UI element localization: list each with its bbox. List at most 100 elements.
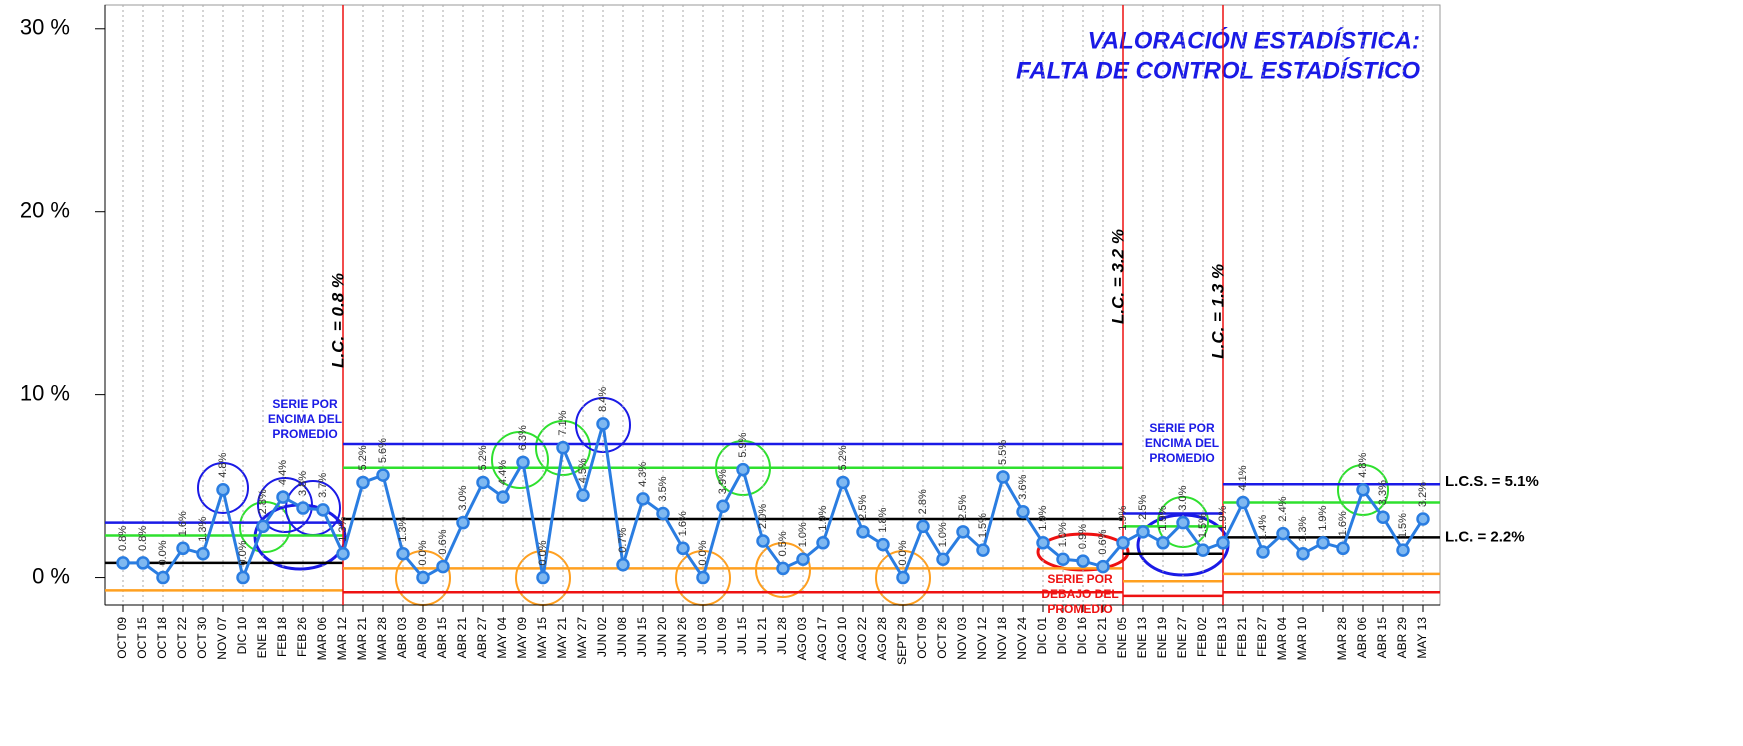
x-tick-label: OCT 22 xyxy=(175,617,189,659)
lc-label: L.C. = 3.2 % xyxy=(1108,229,1127,324)
x-tick-label: JUN 26 xyxy=(675,617,689,657)
x-tick-label: OCT 15 xyxy=(135,617,149,659)
value-label: 1.5% xyxy=(977,513,989,538)
x-tick-label: NOV 18 xyxy=(995,617,1009,660)
value-label: 8.4% xyxy=(597,387,609,412)
x-tick-label: ABR 27 xyxy=(475,617,489,659)
x-tick-label: ENE 18 xyxy=(255,617,269,659)
data-point xyxy=(476,475,490,490)
x-tick-label: ABR 06 xyxy=(1355,617,1369,659)
x-tick-label: JUN 08 xyxy=(615,617,629,657)
lc-label: L.C. = 0.8 % xyxy=(328,273,347,368)
data-point xyxy=(616,558,630,572)
value-label: 2.4% xyxy=(1277,496,1289,521)
value-label: 0.0% xyxy=(417,540,429,565)
data-point xyxy=(1016,504,1030,519)
value-label: 1.9% xyxy=(817,506,829,531)
value-label: 6.3% xyxy=(517,425,529,450)
x-tick-label: DIC 16 xyxy=(1075,617,1089,655)
value-label: 1.0% xyxy=(937,522,949,547)
x-tick-label: ENE 27 xyxy=(1175,617,1189,659)
data-point xyxy=(496,490,510,504)
data-point xyxy=(636,492,650,506)
value-label: 1.6% xyxy=(677,511,689,536)
data-point xyxy=(136,556,150,570)
value-label: 1.4% xyxy=(1257,515,1269,540)
data-point xyxy=(396,547,410,561)
value-label: 1.9% xyxy=(1317,506,1329,531)
x-tick-label: ABR 03 xyxy=(395,617,409,659)
y-tick-label: 10 % xyxy=(20,380,70,405)
value-label: 0.0% xyxy=(157,540,169,565)
value-label: 1.0% xyxy=(1057,522,1069,547)
x-tick-label: JUN 20 xyxy=(655,617,669,657)
data-point xyxy=(156,570,170,585)
circle xyxy=(197,462,249,514)
value-label: 1.6% xyxy=(177,511,189,536)
x-tick-label: OCT 09 xyxy=(915,617,929,659)
value-label: 3.7% xyxy=(317,473,329,498)
x-tick-label: MAY 21 xyxy=(555,617,569,659)
x-tick-label: OCT 18 xyxy=(155,617,169,659)
data-point xyxy=(416,570,430,585)
data-point xyxy=(836,475,850,490)
data-point xyxy=(1036,536,1050,550)
x-tick-label: MAR 12 xyxy=(335,617,349,661)
value-label: 2.5% xyxy=(857,495,869,520)
value-label: 5.6% xyxy=(377,438,389,463)
value-label: 0.0% xyxy=(897,540,909,565)
data-point xyxy=(1236,495,1250,510)
chart-subtitle: FALTA DE CONTROL ESTADÍSTICO xyxy=(1016,56,1420,84)
value-label: 1.3% xyxy=(397,516,409,541)
value-label: 5.2% xyxy=(837,445,849,470)
data-point xyxy=(696,570,710,585)
data-point xyxy=(456,515,470,530)
x-tick-label: JUL 03 xyxy=(695,617,709,655)
data-point xyxy=(296,501,310,515)
data-point xyxy=(736,462,750,477)
value-label: 1.9% xyxy=(1037,506,1049,531)
annotation: PROMEDIO xyxy=(1047,602,1112,616)
value-label: 4.4% xyxy=(277,460,289,485)
data-point xyxy=(916,519,930,534)
value-label: 0.0% xyxy=(237,540,249,565)
data-point xyxy=(276,490,290,504)
value-label: 0.8% xyxy=(137,526,149,551)
x-tick-label: JUN 02 xyxy=(595,617,609,657)
annotation: DEBAJO DEL xyxy=(1041,587,1118,601)
value-label: 4.8% xyxy=(1357,452,1369,477)
value-label: 4.4% xyxy=(497,460,509,485)
data-point xyxy=(1356,483,1370,497)
data-point xyxy=(196,547,210,561)
data-point xyxy=(176,541,190,556)
x-tick-label: MAY 27 xyxy=(575,617,589,659)
data-point xyxy=(1116,536,1130,550)
data-point xyxy=(656,506,670,521)
data-point xyxy=(956,525,970,539)
data-point xyxy=(976,543,990,557)
lc-value-label: L.C. = 2.2% xyxy=(1445,528,1525,545)
data-point xyxy=(1176,515,1190,530)
data-point xyxy=(1336,541,1350,556)
x-tick-label: AGO 10 xyxy=(835,617,849,661)
data-point xyxy=(1056,552,1070,567)
data-point xyxy=(236,570,250,585)
value-label: 1.9% xyxy=(1217,506,1229,531)
value-label: 0.8% xyxy=(117,526,129,551)
data-point xyxy=(1216,536,1230,550)
x-tick-label: FEB 27 xyxy=(1255,617,1269,657)
data-point xyxy=(1276,526,1290,541)
x-tick-label: NOV 24 xyxy=(1015,617,1029,660)
value-label: 4.3% xyxy=(637,462,649,487)
x-tick-label: MAR 10 xyxy=(1295,617,1309,661)
lc-label: L.C. = 1.3 % xyxy=(1208,264,1227,359)
x-tick-label: DIC 10 xyxy=(235,617,249,655)
x-tick-label: JUL 15 xyxy=(735,617,749,655)
value-label: 3.9% xyxy=(717,469,729,494)
data-point xyxy=(856,525,870,539)
x-tick-label: MAR 06 xyxy=(315,617,329,661)
data-point xyxy=(356,475,370,490)
x-tick-label: FEB 13 xyxy=(1215,617,1229,657)
